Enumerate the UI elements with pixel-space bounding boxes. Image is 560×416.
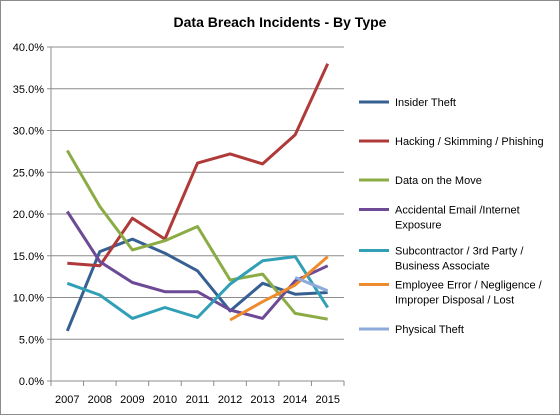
legend-label: Accidental Email /Internet — [395, 205, 520, 217]
series-line-2 — [67, 63, 330, 268]
y-tick-label: 30.0% — [13, 126, 44, 138]
x-tick-label: 2011 — [186, 394, 210, 406]
y-tick-label: 40.0% — [13, 42, 44, 54]
legend-label: Improper Disposal / Lost — [395, 295, 514, 307]
chart-title: Data Breach Incidents - By Type — [174, 14, 387, 30]
series-line-7 — [294, 276, 329, 293]
axes: 0.0% 5.0% 10.0% 15.0% 20.0% 25.0% 30.0% 35.0% 40… — [13, 42, 345, 406]
series-lines — [65, 63, 330, 332]
x-tick-label: 2009 — [120, 394, 144, 406]
series-line-5 — [66, 255, 329, 320]
legend-label: Exposure — [395, 220, 441, 232]
y-tick-label: 35.0% — [13, 84, 44, 96]
y-tick-label: 5.0% — [19, 334, 44, 346]
y-tick-label: 10.0% — [13, 293, 44, 305]
legend-label: Employee Error / Negligence / — [395, 280, 543, 292]
x-tick-label: 2012 — [218, 394, 242, 406]
gridlines — [51, 46, 344, 382]
y-tick-label: 15.0% — [13, 251, 44, 263]
legend-label: Physical Theft — [395, 324, 464, 336]
y-tick-label: 25.0% — [13, 167, 44, 179]
series-line-3 — [66, 149, 328, 321]
legend-label: Business Associate — [395, 261, 490, 273]
legend: Insider Theft Hacking / Skimming / Phishi… — [359, 97, 544, 336]
legend-label: Hacking / Skimming / Phishing — [395, 136, 544, 148]
legend-label: Subcontractor / 3rd Party / — [395, 246, 524, 258]
x-tick-label: 2015 — [315, 394, 339, 406]
y-tick-label: 0.0% — [19, 376, 44, 388]
legend-label: Insider Theft — [395, 97, 456, 109]
x-tick-label: 2010 — [153, 394, 177, 406]
series-line-6 — [229, 255, 329, 322]
x-tick-label: 2014 — [283, 394, 307, 406]
x-tick-label: 2007 — [55, 394, 79, 406]
series-line-4 — [66, 210, 329, 320]
legend-label: Data on the Move — [395, 175, 482, 187]
x-tick-label: 2013 — [250, 394, 274, 406]
x-tick-label: 2008 — [88, 394, 112, 406]
y-tick-label: 20.0% — [13, 209, 44, 221]
